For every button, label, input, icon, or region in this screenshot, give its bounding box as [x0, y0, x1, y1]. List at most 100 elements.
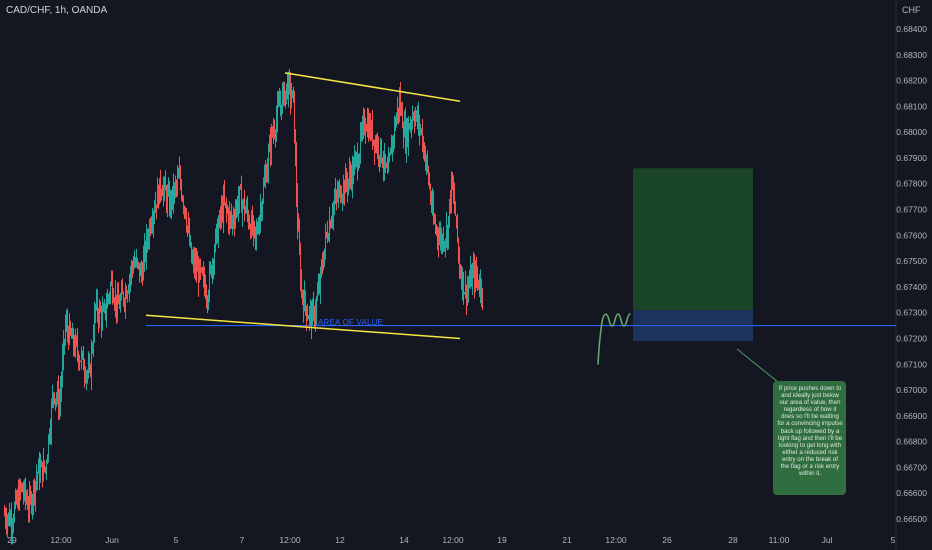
candle-body	[410, 124, 411, 129]
candle-body	[403, 128, 404, 137]
candle-body	[227, 209, 228, 212]
candle-body	[318, 285, 319, 294]
candle-body	[62, 357, 63, 380]
candle-body	[277, 104, 278, 119]
candle-body	[129, 278, 130, 290]
candle-body	[262, 201, 263, 214]
candle-body	[155, 204, 156, 212]
candle-body	[393, 137, 394, 139]
candle-body	[257, 229, 258, 232]
candle-body	[332, 216, 333, 221]
candle-body	[70, 323, 71, 333]
candle-body	[139, 263, 140, 276]
candle-body	[411, 123, 412, 125]
candle-body	[183, 200, 184, 207]
candle-body	[185, 208, 186, 218]
candle-body	[270, 141, 271, 153]
candle-body	[299, 230, 300, 252]
candle-body	[87, 372, 88, 374]
candle-body	[20, 485, 21, 489]
candle-body	[307, 318, 308, 320]
candle-body	[60, 391, 61, 403]
candle-body	[39, 462, 40, 480]
candle-body	[433, 202, 434, 221]
candle-body	[423, 144, 424, 147]
candle-body	[48, 435, 49, 457]
x-tick-label: 5	[174, 535, 179, 545]
candle-body	[465, 285, 466, 294]
candle-body	[212, 262, 213, 275]
y-tick-label: 0.67000	[896, 385, 927, 395]
analysis-note[interactable]: If price pushes down to and ideally just…	[773, 381, 846, 495]
candle-body	[461, 274, 462, 287]
candle-body	[259, 218, 260, 231]
candle-body	[419, 117, 420, 131]
candle-body	[217, 224, 218, 242]
candle-body	[174, 185, 175, 199]
candle-body	[215, 231, 216, 251]
candle-body	[216, 224, 217, 232]
candle-body	[402, 108, 403, 129]
candle-body	[32, 500, 33, 509]
candle-body	[160, 178, 161, 194]
candle-body	[302, 290, 303, 299]
candle-body	[229, 213, 230, 225]
candle-body	[455, 207, 456, 216]
candle-body	[138, 262, 139, 264]
candle-body	[56, 397, 57, 399]
x-tick-label: 12:00	[442, 535, 464, 545]
candle-body	[116, 294, 117, 311]
candle-body	[434, 220, 435, 223]
candle-body	[330, 221, 331, 228]
y-tick-label: 0.68000	[896, 127, 927, 137]
candle-body	[13, 520, 14, 525]
candle-body	[353, 163, 354, 175]
candle-body	[404, 122, 405, 137]
candle-body	[456, 215, 457, 217]
candle-body	[244, 199, 245, 213]
y-tick-label: 0.67700	[896, 205, 927, 215]
y-tick-label: 0.66700	[896, 462, 927, 472]
candle-body	[36, 477, 37, 483]
candle-body	[92, 347, 93, 349]
candle-body	[400, 96, 401, 111]
candle-body	[184, 206, 185, 209]
candle-body	[350, 172, 351, 177]
candle-body	[161, 192, 162, 194]
candle-body	[163, 187, 164, 196]
candle-body	[175, 184, 176, 186]
candle-body	[381, 139, 382, 161]
candle-body	[414, 117, 415, 124]
candle-body	[8, 513, 9, 519]
candle-body	[38, 462, 39, 474]
candle-body	[282, 92, 283, 112]
candle-body	[192, 259, 193, 262]
candle-body	[135, 263, 136, 265]
candle-body	[343, 182, 344, 197]
candle-body	[469, 282, 470, 286]
candle-body	[21, 484, 22, 489]
candle-body	[471, 270, 472, 286]
candle-body	[106, 307, 107, 315]
candle-body	[26, 497, 27, 501]
candle-body	[348, 180, 349, 189]
upper-trendline	[284, 72, 461, 102]
candle-body	[285, 90, 286, 104]
candle-body	[137, 259, 138, 263]
candle-body	[109, 295, 110, 297]
candle-body	[65, 324, 66, 340]
candle-body	[459, 253, 460, 272]
candle-body	[397, 107, 398, 117]
candle-body	[141, 267, 142, 275]
candle-body	[394, 122, 395, 138]
candle-body	[220, 212, 221, 218]
candle-body	[368, 121, 369, 138]
candle-body	[258, 230, 259, 232]
candle-body	[110, 284, 111, 296]
candle-body	[288, 77, 289, 97]
candle-body	[64, 339, 65, 341]
candle-body	[267, 168, 268, 181]
candle-body	[250, 226, 251, 236]
candle-body	[364, 118, 365, 132]
